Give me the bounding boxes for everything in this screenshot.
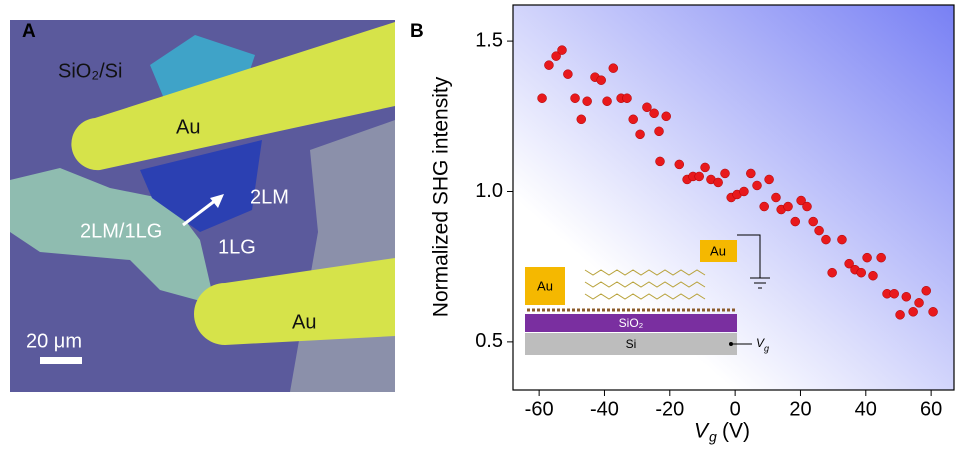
data-point (576, 114, 587, 125)
inset-label: Si (626, 337, 637, 351)
data-point (827, 267, 837, 278)
y-axis-label: Normalized SHG intensity (430, 76, 453, 317)
data-point (694, 171, 704, 182)
x-axis-label: V (694, 420, 710, 443)
inset: Au Au SiO₂ Si V g (525, 234, 770, 355)
data-point (720, 168, 730, 179)
data-point (713, 177, 723, 188)
data-point (582, 96, 592, 106)
electrode (71, 22, 395, 171)
data-point (837, 234, 847, 245)
y-tick-label: 1.5 (475, 29, 503, 51)
data-point (764, 174, 774, 185)
data-point (783, 201, 793, 212)
oxide-layer (525, 314, 737, 332)
label: 2LM/1LG (80, 220, 162, 242)
x-tick-label: 0 (730, 398, 741, 420)
electrode (194, 258, 395, 345)
data-point (802, 201, 812, 212)
data-point (557, 45, 567, 55)
data-point (551, 51, 561, 61)
panel-label: B (410, 21, 424, 42)
data-point (642, 102, 652, 113)
inset-label: Au (537, 278, 553, 293)
data-point (868, 270, 878, 281)
data-point (746, 168, 756, 179)
data-point (608, 63, 619, 73)
x-tick-label: -60 (525, 398, 554, 420)
data-point (649, 108, 659, 119)
x-tick-label: 60 (920, 398, 942, 420)
data-point (674, 159, 685, 170)
data-point (908, 307, 918, 317)
data-point (889, 289, 899, 299)
data-point (790, 216, 800, 227)
label: 1LG (218, 236, 256, 258)
data-point (876, 252, 886, 263)
contact (525, 267, 565, 305)
scale-bar (40, 357, 82, 364)
inset-label: g (764, 343, 769, 353)
label: SiO₂/Si (58, 60, 122, 82)
panel-label: A (22, 21, 36, 42)
inset-label: SiO₂ (619, 316, 644, 330)
data-point (596, 75, 606, 85)
x-tick-label: -20 (655, 398, 684, 420)
bilayer-region (140, 140, 262, 232)
data-point (628, 114, 638, 125)
data-point (563, 69, 573, 79)
data-point (635, 129, 645, 140)
data-point (602, 96, 612, 106)
data-point (808, 216, 818, 227)
data-point (654, 126, 664, 137)
data-point (928, 307, 938, 317)
data-point (796, 195, 806, 206)
data-point (895, 310, 905, 320)
data-point (537, 93, 547, 103)
scale-bar-label: 20 μm (26, 330, 82, 352)
label: Au (176, 116, 200, 138)
x-tick-label: 40 (855, 398, 877, 420)
y-tick-label: 0.5 (475, 330, 503, 352)
data-point (821, 234, 831, 245)
plot-frame (512, 4, 955, 391)
label: Au (292, 311, 316, 333)
data-point (844, 258, 854, 269)
data-point (622, 93, 632, 103)
data-point (814, 225, 824, 236)
data-point (544, 60, 554, 70)
wire (737, 234, 770, 289)
micrograph (10, 20, 395, 392)
data-point (914, 298, 924, 308)
data-point (661, 111, 671, 122)
data-point (921, 285, 931, 296)
data-point (759, 201, 769, 212)
x-axis-label: g (709, 429, 717, 445)
arrow (182, 198, 217, 227)
y-tick-label: 1.0 (475, 180, 503, 202)
contact (700, 240, 737, 262)
data-point (862, 252, 872, 263)
x-tick-label: -40 (590, 398, 619, 420)
data-point (570, 93, 580, 103)
lattice (527, 269, 737, 312)
arrow-head (210, 194, 224, 208)
data-point (655, 156, 665, 167)
substrate-layer (525, 333, 737, 355)
data-point (771, 192, 781, 203)
data-point (752, 180, 762, 191)
x-tick-label: 20 (789, 398, 811, 420)
data-point (901, 292, 912, 302)
inset-label: Au (710, 243, 726, 258)
data-point (700, 162, 710, 173)
label: 2LM (250, 186, 289, 208)
x-axis-label: (V) (722, 420, 750, 443)
inset-label: V (756, 336, 765, 350)
data-point (739, 186, 749, 197)
data-point (856, 267, 866, 278)
